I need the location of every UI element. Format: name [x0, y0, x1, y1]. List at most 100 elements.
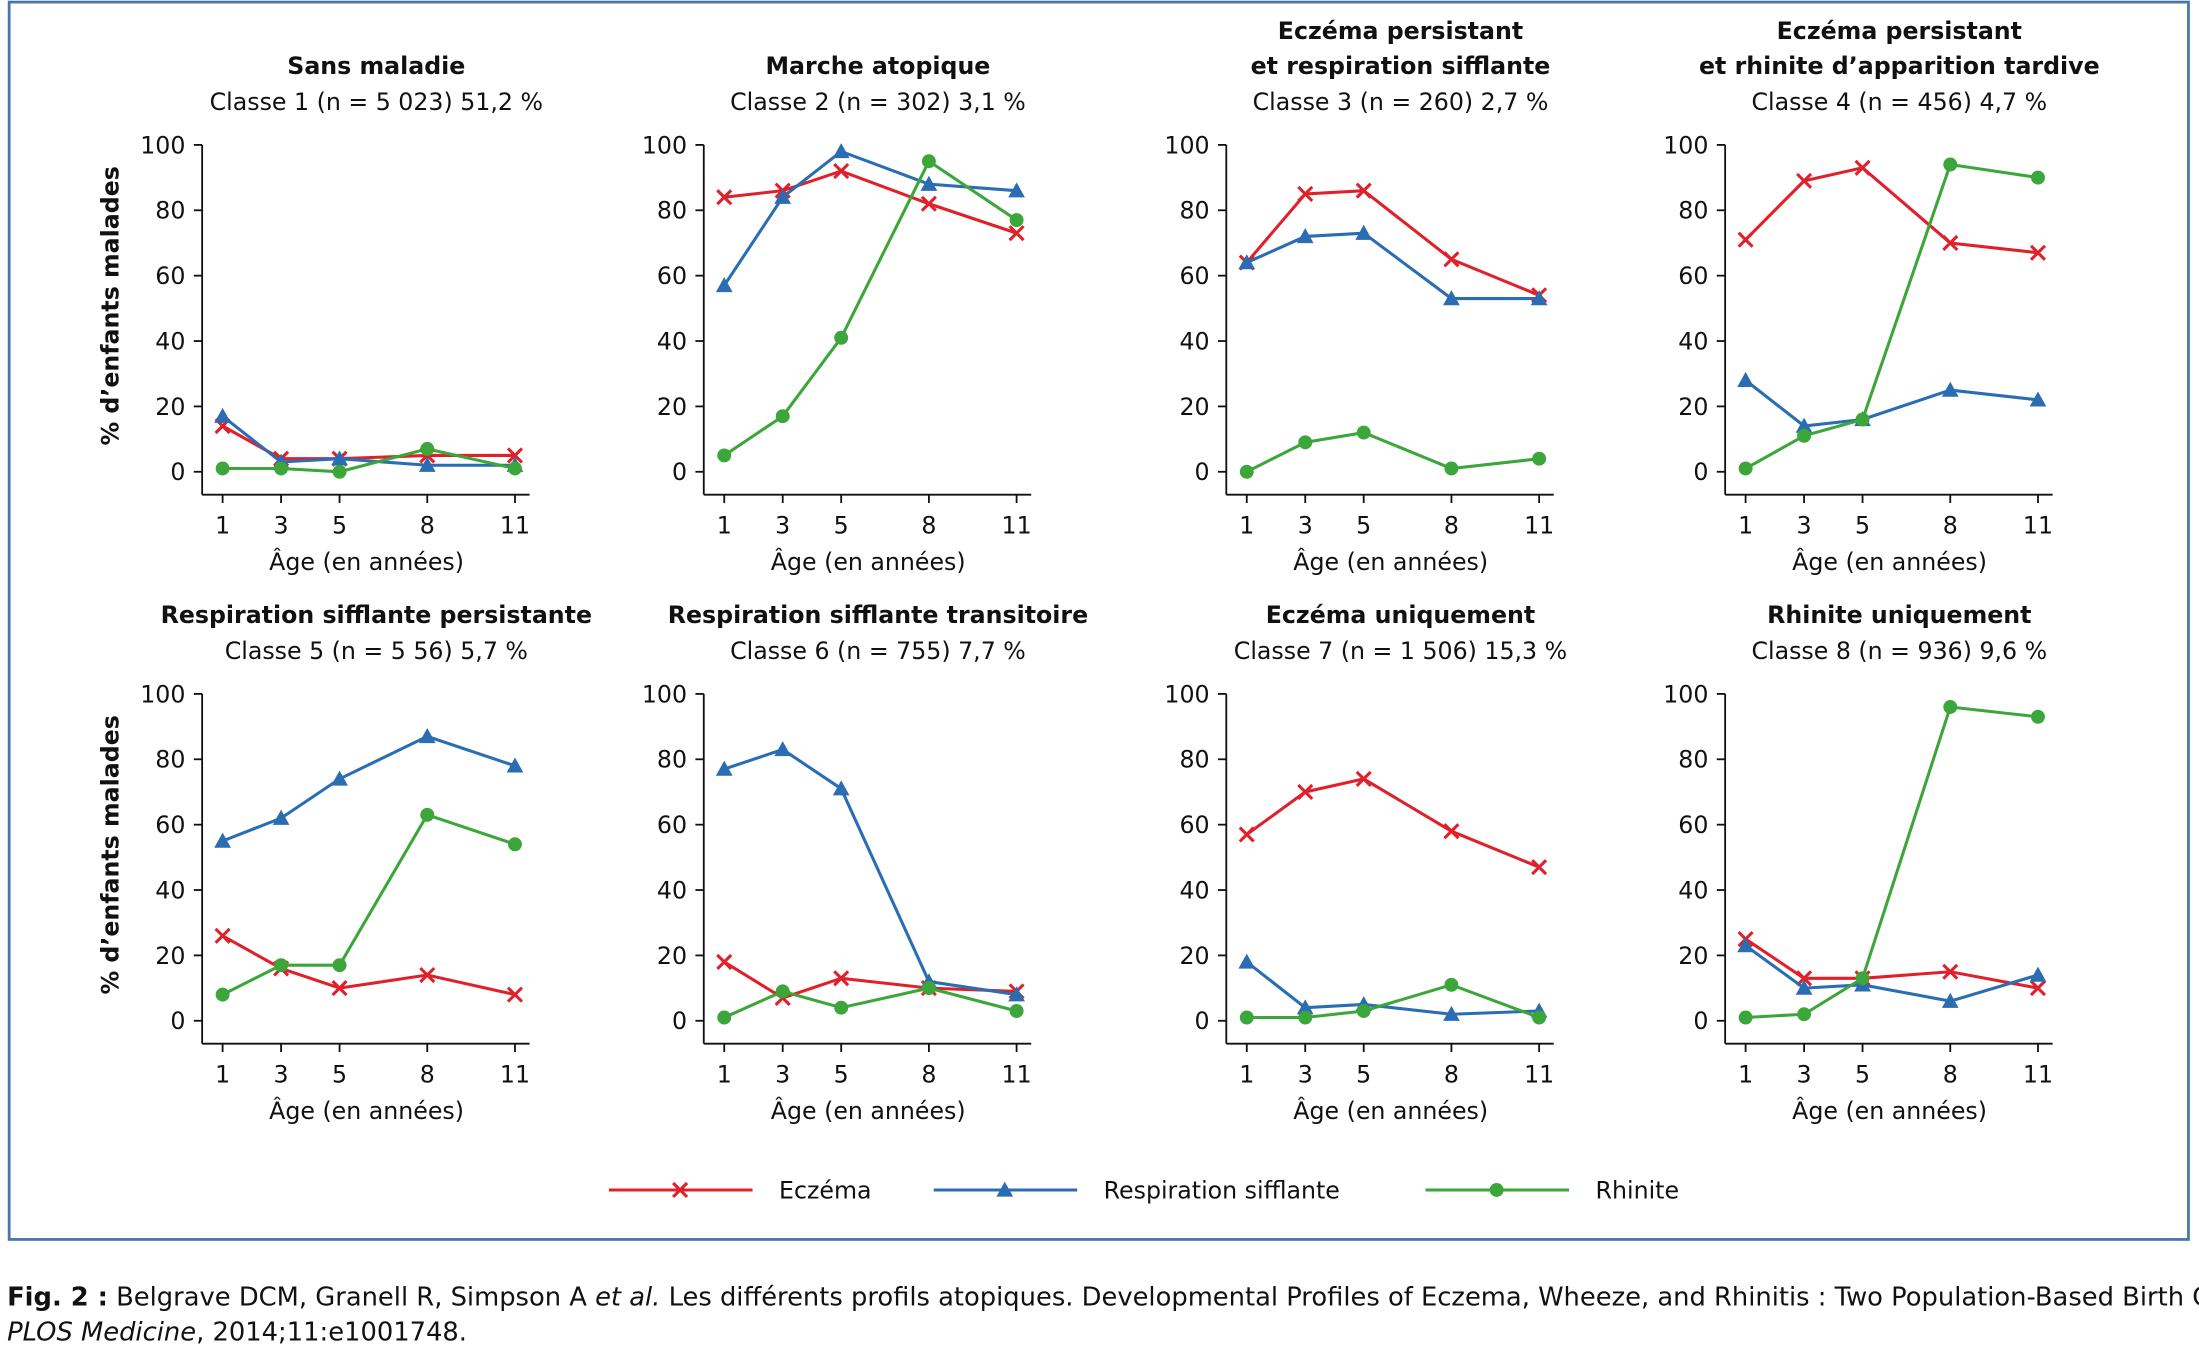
marker: [508, 461, 522, 476]
x-axis-label: Âge (en années): [771, 548, 966, 576]
marker: [2031, 170, 2045, 185]
legend-label: Respiration sifflante: [1104, 1176, 1340, 1204]
x-tick-label: 8: [1943, 512, 1958, 540]
x-axis-label: Âge (en années): [269, 548, 464, 576]
caption-text: Les différents profils atopiques. Develo…: [660, 1283, 2199, 1313]
y-tick-label: 40: [1678, 327, 1708, 355]
marker: [1795, 417, 1813, 433]
marker: [1854, 159, 1871, 176]
x-tick-label: 5: [1855, 1061, 1870, 1089]
caption-ref: , 2014;11:e1001748.: [196, 1317, 467, 1347]
marker: [672, 1181, 689, 1199]
y-tick-label: 0: [170, 458, 185, 486]
marker: [506, 986, 524, 1003]
y-axis-label: % d’enfants malades: [97, 166, 125, 445]
chart-title: Rhinite uniquement: [1767, 601, 2031, 629]
marker: [1298, 1010, 1313, 1025]
y-tick-label: 40: [1678, 876, 1708, 904]
y-tick-label: 20: [657, 942, 687, 970]
marker: [418, 728, 436, 744]
marker: [774, 188, 792, 204]
marker: [1943, 700, 1958, 714]
y-tick-label: 20: [155, 942, 185, 970]
legend-label: Rhinite: [1596, 1176, 1679, 1204]
marker: [214, 407, 231, 423]
line: [221, 424, 515, 461]
marker: [331, 770, 348, 786]
y-tick-label: 0: [672, 458, 687, 486]
legend-item: Respiration sifflante: [933, 1176, 1340, 1204]
line: [723, 986, 1017, 1019]
y-tick-label: 100: [1164, 680, 1209, 708]
chart-title: Marche atopique: [766, 52, 991, 80]
marker: [1738, 1010, 1753, 1025]
y-tick-label: 60: [1678, 262, 1708, 290]
y-tick-label: 20: [155, 393, 185, 421]
y-tick-label: 80: [657, 746, 687, 774]
x-tick-label: 5: [834, 512, 849, 540]
line: [1246, 231, 1540, 301]
marker: [1238, 254, 1256, 270]
y-tick-label: 60: [1179, 262, 1209, 290]
x-tick-label: 8: [921, 1061, 936, 1089]
chart-subtitle: Classe 4 (n = 456) 4,7 %: [1751, 88, 2047, 116]
y-tick-label: 60: [155, 811, 185, 839]
y-tick-label: 0: [1693, 1007, 1708, 1035]
y-tick-label: 0: [1693, 458, 1708, 486]
x-tick-label: 3: [775, 1061, 790, 1089]
x-tick-label: 3: [1298, 512, 1313, 540]
marker: [508, 837, 522, 852]
y-tick-label: 80: [155, 197, 185, 225]
marker: [920, 175, 938, 191]
marker: [1355, 770, 1372, 787]
chart-subtitle: Classe 7 (n = 1 506) 15,3 %: [1234, 637, 1567, 665]
marker: [1355, 182, 1372, 199]
y-tick-label: 100: [1663, 680, 1708, 708]
marker: [1238, 953, 1256, 969]
chart-title: Eczéma persistant: [1777, 17, 2022, 45]
chart-title: Eczéma persistant: [1278, 17, 1523, 45]
x-axis-label: Âge (en années): [1293, 548, 1488, 576]
marker: [920, 195, 937, 212]
y-tick-label: 0: [672, 1007, 687, 1035]
x-tick-label: 1: [717, 1061, 732, 1089]
line: [1744, 937, 2039, 990]
marker: [2029, 391, 2047, 407]
y-tick-label: 20: [1179, 393, 1209, 421]
marker: [715, 760, 733, 776]
marker: [775, 409, 790, 424]
y-tick-label: 60: [657, 262, 687, 290]
marker: [2029, 244, 2047, 261]
y-tick-label: 0: [170, 1007, 185, 1035]
line: [1744, 162, 2039, 470]
chart-subtitle: Classe 3 (n = 260) 2,7 %: [1253, 88, 1549, 116]
marker: [834, 1000, 849, 1015]
line: [1245, 777, 1540, 869]
y-tick-label: 60: [1678, 811, 1708, 839]
marker: [1009, 213, 1024, 228]
y-tick-label: 100: [140, 680, 185, 708]
marker: [1855, 971, 1870, 986]
marker: [774, 741, 792, 757]
y-tick-label: 80: [155, 746, 185, 774]
marker: [1008, 182, 1025, 198]
x-tick-label: 3: [775, 512, 790, 540]
y-tick-label: 100: [1663, 131, 1708, 159]
line: [1744, 944, 2039, 1003]
x-tick-label: 3: [1298, 1061, 1313, 1089]
chart-title: Respiration sifflante persistante: [161, 601, 592, 629]
marker: [332, 958, 347, 973]
marker: [1530, 290, 1548, 306]
chart-subtitle: Classe 6 (n = 755) 7,7 %: [730, 637, 1026, 665]
x-tick-label: 8: [1444, 1061, 1459, 1089]
x-tick-label: 11: [500, 1061, 530, 1089]
marker: [1239, 1010, 1254, 1025]
marker: [1737, 937, 1754, 953]
x-tick-label: 1: [215, 512, 230, 540]
marker: [215, 987, 230, 1002]
marker: [2031, 709, 2045, 724]
y-tick-label: 80: [1179, 197, 1209, 225]
marker: [506, 757, 524, 773]
marker: [1942, 963, 1959, 980]
y-tick-label: 40: [657, 876, 687, 904]
